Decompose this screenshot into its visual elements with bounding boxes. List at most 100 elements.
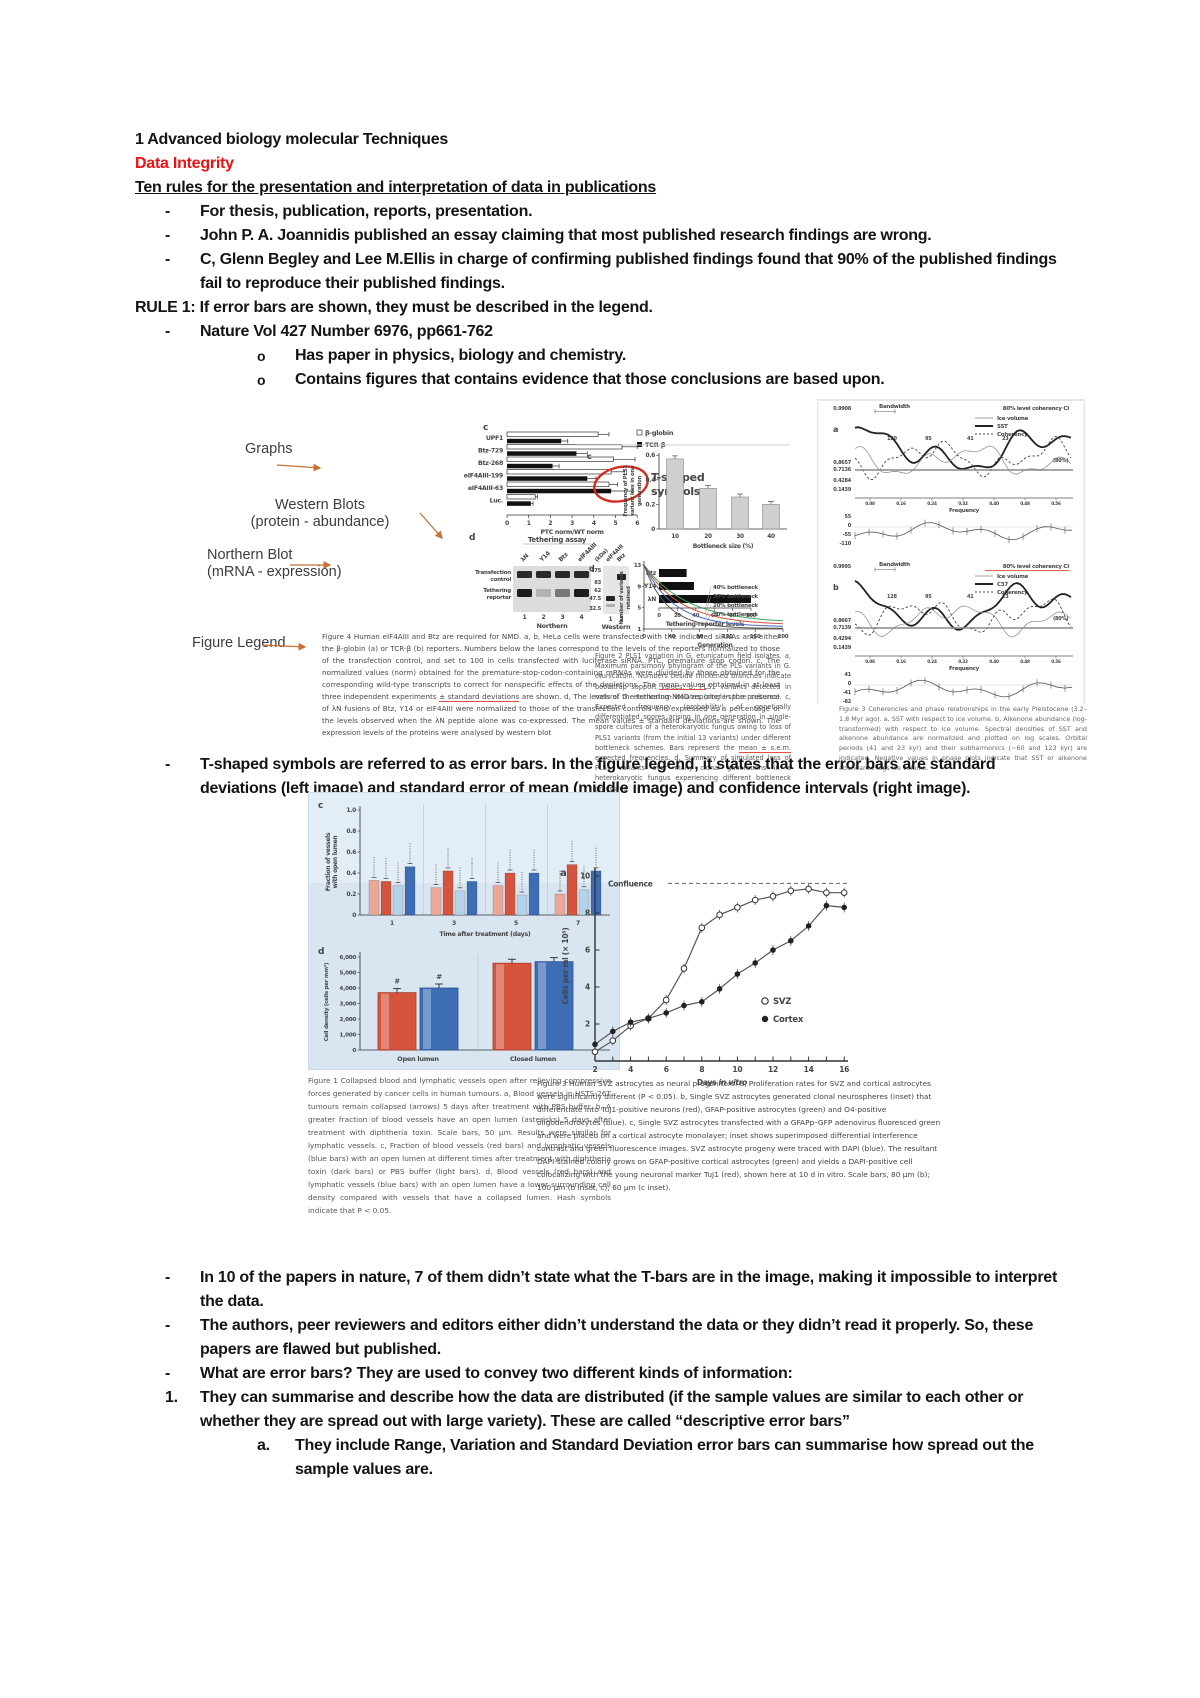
svg-text:λN: λN	[519, 552, 530, 563]
svg-text:eIF4AIII-199: eIF4AIII-199	[464, 473, 503, 480]
svg-text:20: 20	[704, 534, 712, 540]
svg-text:-110: -110	[839, 541, 851, 547]
svg-text:1,000: 1,000	[340, 1033, 357, 1039]
svg-text:c: c	[483, 423, 488, 433]
bullet-text: Contains figures that contains evidence …	[295, 371, 885, 388]
svg-text:62: 62	[594, 588, 601, 594]
svg-text:SVZ: SVZ	[773, 997, 791, 1007]
svg-text:retained: retained	[626, 586, 632, 610]
svg-text:d: d	[589, 564, 595, 573]
bullet-text: What are error bars? They are used to co…	[200, 1365, 793, 1382]
svg-text:7: 7	[576, 920, 580, 927]
numbered-text: They can summarise and describe how the …	[200, 1389, 1024, 1430]
svg-text:0.32: 0.32	[958, 659, 968, 665]
figure-strip-bottom: c Fraction of vessels with open lumen 0 0.2 0…	[135, 792, 1070, 1266]
bullet-text: Has paper in physics, biology and chemis…	[295, 347, 627, 364]
svg-text:95: 95	[925, 594, 932, 600]
annotation-arrow-icons	[262, 463, 443, 651]
bullet-text: The authors, peer reviewers and editors …	[200, 1317, 1034, 1358]
svg-text:0: 0	[642, 634, 646, 640]
bullet-item: - The authors, peer reviewers and editor…	[135, 1314, 1070, 1362]
svg-text:0.16: 0.16	[896, 501, 906, 507]
svg-text:0.24: 0.24	[927, 501, 937, 507]
bullet-marker: -	[165, 203, 171, 220]
svg-text:#: #	[394, 978, 400, 986]
svg-text:Ice volume: Ice volume	[997, 416, 1029, 422]
svg-text:0.4284: 0.4284	[833, 478, 852, 484]
svg-text:Bandwidth: Bandwidth	[879, 404, 910, 410]
svg-text:20: 20	[674, 613, 681, 619]
svg-text:0.7136: 0.7136	[833, 467, 852, 473]
svg-text:41: 41	[845, 672, 852, 678]
svg-text:0.16: 0.16	[896, 659, 906, 665]
svg-text:0.40: 0.40	[989, 659, 999, 665]
svg-text:83: 83	[594, 580, 601, 586]
numbered-marker: 1.	[165, 1389, 178, 1406]
svg-text:16: 16	[839, 1065, 849, 1074]
figure4-legend: Figure 4 Human eIF4AIII and Btz are requ…	[322, 632, 781, 737]
svg-text:d: d	[469, 533, 475, 543]
svg-text:32.5: 32.5	[589, 606, 601, 612]
svg-text:120: 120	[887, 436, 897, 442]
svg-text:Btz-729: Btz-729	[478, 448, 503, 455]
svg-text:4: 4	[585, 983, 590, 992]
svg-text:-55: -55	[843, 532, 852, 538]
svg-text:generation: generation	[637, 475, 643, 506]
svg-text:1: 1	[523, 614, 527, 621]
bullet-marker: -	[165, 1317, 171, 1334]
bullet-text: John P. A. Joannidis published an essay …	[200, 227, 932, 244]
svg-text:Time after treatment (days): Time after treatment (days)	[440, 931, 531, 938]
svg-text:0.32: 0.32	[958, 501, 968, 507]
sub-bullet-item: o Contains figures that contains evidenc…	[135, 368, 1070, 392]
svg-text:Transfection: Transfection	[475, 570, 511, 576]
svg-text:Number of variants: Number of variants	[619, 571, 625, 624]
svg-text:variant loss in one: variant loss in one	[630, 465, 636, 516]
svg-text:0.7139: 0.7139	[833, 625, 852, 631]
svg-text:(80%): (80%)	[1053, 616, 1068, 622]
svg-text:(80%): (80%)	[1053, 458, 1068, 464]
svg-text:0: 0	[848, 681, 852, 687]
bullet-item: - C, Glenn Begley and Lee M.Ellis in cha…	[135, 248, 1070, 296]
svg-text:8: 8	[585, 909, 590, 918]
svg-text:80% level coherency CI: 80% level coherency CI	[1003, 564, 1069, 570]
bullet-item: - John P. A. Joannidis published an essa…	[135, 224, 1070, 248]
svg-text:0: 0	[657, 613, 661, 619]
svg-text:PTC norm/WT norm: PTC norm/WT norm	[540, 529, 603, 536]
bullet-marker: o	[257, 348, 266, 364]
svg-text:Bandwidth: Bandwidth	[879, 562, 910, 568]
svg-text:5: 5	[614, 520, 618, 527]
svg-text:0.24: 0.24	[927, 659, 937, 665]
svg-text:C37: C37	[997, 582, 1008, 588]
svg-text:c: c	[587, 452, 592, 461]
svg-text:Tethering assay: Tethering assay	[528, 536, 587, 544]
svg-text:3: 3	[570, 520, 574, 527]
svg-text:41: 41	[967, 436, 974, 442]
svg-text:Frequency: Frequency	[949, 666, 980, 672]
numbered-item: 1. They can summarise and describe how t…	[135, 1386, 1070, 1434]
svg-text:0.56: 0.56	[1051, 501, 1061, 507]
svg-text:0.9995: 0.9995	[833, 564, 852, 570]
svg-text:4,000: 4,000	[340, 986, 357, 992]
svg-text:5: 5	[514, 920, 518, 927]
svg-text:13: 13	[634, 563, 642, 569]
annotation-figure-legend: Figure Legend	[192, 635, 286, 651]
svg-text:Cells per ml (× 10⁵): Cells per ml (× 10⁵)	[561, 927, 570, 1004]
svg-text:c: c	[318, 801, 323, 811]
svg-text:2: 2	[542, 614, 546, 621]
svg-text:175: 175	[591, 568, 602, 574]
figure-strip-top: Graphs Western Blots (protein - abundanc…	[135, 395, 1087, 793]
svg-text:80% level coherency CI: 80% level coherency CI	[1003, 406, 1069, 412]
svg-text:1: 1	[390, 920, 394, 927]
svg-text:0: 0	[505, 520, 509, 527]
bullet-text: T-shaped symbols are referred to as erro…	[200, 756, 996, 797]
svg-text:41: 41	[967, 594, 974, 600]
svg-text:Open lumen: Open lumen	[397, 1055, 439, 1063]
svg-text:1: 1	[527, 520, 531, 527]
page-title: 1 Advanced biology molecular Techniques	[135, 131, 448, 148]
svg-text:Tethering-reporter levels: Tethering-reporter levels	[666, 621, 745, 628]
svg-text:Cell density (cells per mm²): Cell density (cells per mm²)	[323, 962, 330, 1041]
svg-text:14: 14	[804, 1065, 814, 1074]
svg-text:40: 40	[767, 534, 775, 540]
svg-text:a: a	[560, 868, 567, 879]
